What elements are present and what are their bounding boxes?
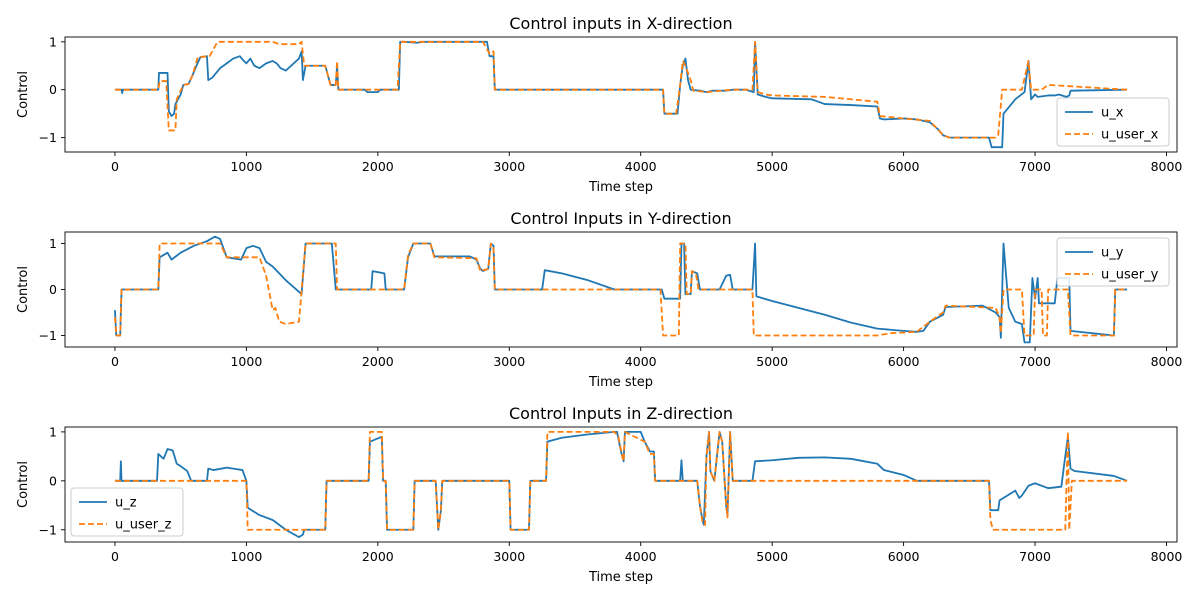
x-tick-label: 8000: [1151, 159, 1183, 174]
x-tick-label: 0: [111, 549, 119, 564]
x-tick-label: 4000: [625, 354, 657, 369]
chart-title: Control inputs in X-direction: [509, 14, 732, 33]
x-tick-label: 5000: [756, 159, 788, 174]
y-axis-label: Control: [16, 461, 31, 508]
x-tick-label: 2000: [362, 354, 394, 369]
legend-label: u_x: [1101, 106, 1124, 121]
legend-label: u_user_z: [115, 518, 172, 533]
x-tick-label: 8000: [1151, 549, 1183, 564]
legend-label: u_user_x: [1101, 128, 1159, 143]
x-tick-label: 7000: [1019, 159, 1051, 174]
x-tick-label: 1000: [230, 354, 262, 369]
x-axis-label: Time step: [588, 570, 653, 585]
x-tick-label: 3000: [493, 354, 525, 369]
x-tick-label: 6000: [888, 549, 920, 564]
y-tick-label: 0: [49, 473, 57, 488]
x-tick-label: 1000: [230, 549, 262, 564]
panel-z-direction: Control Inputs in Z-direction 0 1000 2000 30…: [16, 404, 1182, 585]
y-tick-label: 1: [49, 424, 57, 439]
x-tick-label: 6000: [888, 159, 920, 174]
y-tick-label: −1: [39, 328, 57, 343]
y-tick-label: −1: [39, 130, 57, 145]
x-tick-label: 1000: [230, 159, 262, 174]
y-tick-label: 0: [49, 82, 57, 97]
series-line-u-y: [114, 235, 1128, 344]
x-tick-label: 7000: [1019, 354, 1051, 369]
series-line-u-user-y: [114, 242, 1128, 337]
x-tick-label: 2000: [362, 549, 394, 564]
y-tick-label: 0: [49, 282, 57, 297]
series-line-u-user-x: [114, 40, 1128, 139]
axes-frame: [64, 36, 1178, 153]
chart-title: Control Inputs in Z-direction: [509, 404, 733, 423]
axes-frame: [64, 426, 1178, 543]
x-tick-label: 3000: [493, 549, 525, 564]
x-tick-label: 0: [111, 354, 119, 369]
x-tick-label: 4000: [625, 159, 657, 174]
x-tick-label: 4000: [625, 549, 657, 564]
y-axis-label: Control: [16, 266, 31, 313]
x-tick-label: 3000: [493, 159, 525, 174]
series-line-u-user-z: [114, 430, 1128, 531]
panel-y-direction: Control Inputs in Y-direction 0 1000 2000 30…: [16, 209, 1182, 390]
x-tick-label: 5000: [756, 354, 788, 369]
x-tick-label: 8000: [1151, 354, 1183, 369]
x-tick-label: 5000: [756, 549, 788, 564]
y-axis-label: Control: [16, 71, 31, 118]
y-tick-label: −1: [39, 522, 57, 537]
x-tick-label: 6000: [888, 354, 920, 369]
x-tick-label: 7000: [1019, 549, 1051, 564]
legend: u_z u_user_z: [70, 487, 184, 537]
x-tick-label: 0: [111, 159, 119, 174]
x-axis-label: Time step: [588, 375, 653, 390]
x-axis-label: Time step: [588, 180, 653, 195]
legend: u_x u_user_x: [1056, 97, 1170, 147]
legend-label: u_z: [115, 496, 137, 511]
y-tick-label: 1: [49, 236, 57, 251]
y-tick-label: 1: [49, 34, 57, 49]
x-tick-label: 2000: [362, 159, 394, 174]
chart-title: Control Inputs in Y-direction: [510, 209, 731, 228]
legend-label: u_user_y: [1101, 268, 1159, 283]
panel-x-direction: Control inputs in X-direction 0 1000 2000 30…: [16, 14, 1182, 195]
legend-label: u_y: [1101, 246, 1124, 261]
legend: u_y u_user_y: [1056, 237, 1170, 287]
